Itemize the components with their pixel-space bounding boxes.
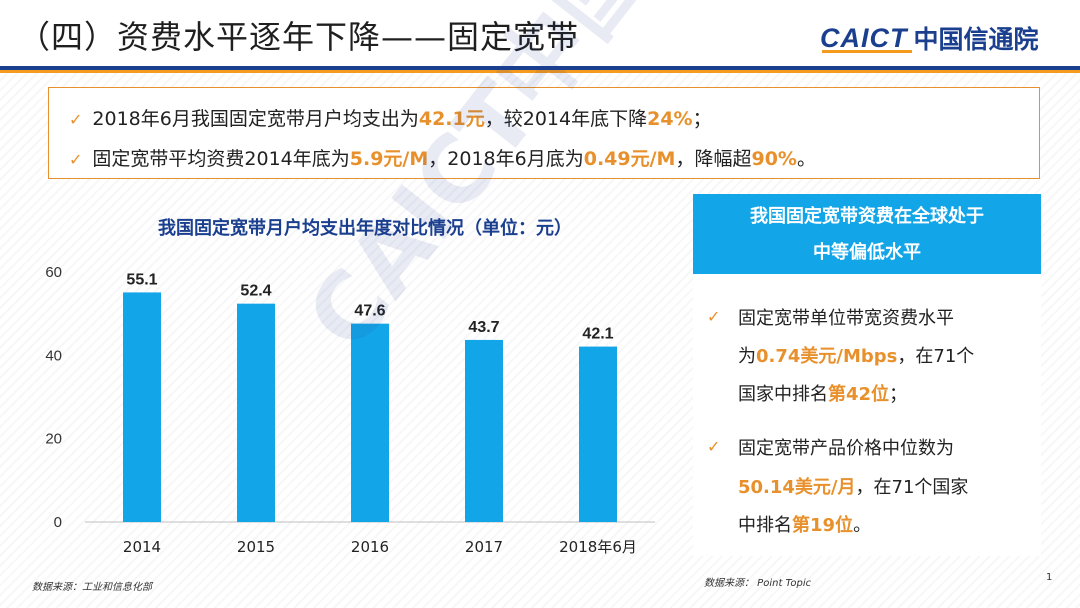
- x-tick-label: 2015: [237, 538, 275, 556]
- logo-text-cn: 中国信通院: [913, 25, 1039, 54]
- checkmark-icon: ✓: [69, 110, 83, 129]
- panel-text: 。: [853, 515, 872, 536]
- bar: [579, 346, 617, 522]
- x-tick-label: 2018年6月: [559, 538, 637, 556]
- x-tick-label: 2017: [465, 538, 503, 556]
- checkmark-icon: ✓: [69, 150, 83, 169]
- header-rule-orange: [0, 70, 1080, 73]
- data-label: 55.1: [126, 271, 157, 288]
- summary-box: ✓ 2018年6月我国固定宽带月户均支出为42.1元，较2014年底下降24%； …: [48, 87, 1040, 179]
- y-tick-label: 60: [45, 264, 62, 281]
- summary-text: ；: [692, 108, 712, 130]
- chart-title: 我国固定宽带月户均支出年度对比情况（单位：元）: [158, 218, 572, 239]
- bar: [123, 292, 161, 522]
- summary-text: 固定宽带平均资费2014年底为: [92, 148, 350, 170]
- panel-item-1-line-1: 固定宽带单位带宽资费水平: [738, 308, 954, 329]
- x-tick-label: 2016: [351, 538, 389, 556]
- source-note-right: 数据来源： Point Topic: [704, 578, 812, 589]
- source-note-left: 数据来源：工业和信息化部: [32, 582, 152, 593]
- summary-highlight: 42.1元: [418, 108, 485, 130]
- panel-text: ；: [889, 384, 908, 405]
- summary-text: 2018年6月我国固定宽带月户均支出为: [92, 108, 419, 130]
- summary-highlight: 0.49元/M: [583, 148, 676, 170]
- summary-text: 。: [796, 148, 816, 170]
- panel-heading-line-1: 我国固定宽带资费在全球处于: [750, 206, 984, 227]
- summary-highlight: 90%: [751, 148, 797, 170]
- bar-chart: 0 20 40 60 55.1 2014 52.4 2015 47.6 2016 43.7 2017…: [45, 264, 655, 556]
- summary-line-2: ✓ 固定宽带平均资费2014年底为5.9元/M，2018年6月底为0.49元/M，…: [69, 144, 816, 171]
- panel-item-2-line-2: 50.14美元/月，在71个国家: [738, 473, 968, 499]
- bar: [465, 339, 503, 522]
- logo-underline: [822, 50, 912, 53]
- page-title: （四）资费水平逐年下降——固定宽带: [18, 18, 580, 56]
- bar: [237, 303, 275, 522]
- summary-text: ，降幅超: [675, 148, 752, 170]
- bar: [351, 323, 389, 522]
- panel-heading-line-2: 中等偏低水平: [813, 242, 921, 263]
- panel-body: ✓ 固定宽带单位带宽资费水平 为0.74美元/Mbps，在71个 国家中排名第4…: [693, 274, 1041, 556]
- checkmark-icon: ✓: [707, 307, 721, 326]
- panel-highlight: 第42位: [828, 384, 890, 405]
- panel-text: ，在71个: [897, 346, 975, 367]
- panel-text: 中排名: [738, 515, 792, 536]
- y-tick-label: 0: [54, 514, 62, 531]
- data-label: 42.1: [582, 326, 613, 343]
- panel-highlight: 第19位: [792, 515, 854, 536]
- data-label: 52.4: [240, 283, 271, 300]
- panel-item-2-line-1: 固定宽带产品价格中位数为: [738, 438, 954, 459]
- caict-logo: CAICT 中国信通院: [820, 20, 1039, 60]
- x-tick-label: 2014: [123, 538, 161, 556]
- panel-text: 国家中排名: [738, 384, 828, 405]
- panel-heading: 我国固定宽带资费在全球处于 中等偏低水平: [693, 194, 1041, 274]
- page-number: 1: [1046, 572, 1053, 583]
- panel-item-1-line-3: 国家中排名第42位；: [738, 380, 907, 406]
- panel-highlight: 0.74美元/Mbps: [756, 346, 898, 367]
- summary-highlight: 5.9元/M: [349, 148, 429, 170]
- panel-item-1-line-2: 为0.74美元/Mbps，在71个: [738, 342, 974, 368]
- panel-text: 为: [738, 346, 756, 367]
- summary-highlight: 24%: [647, 108, 693, 130]
- y-tick-label: 40: [45, 347, 62, 364]
- header-rule-blue: [0, 66, 1080, 70]
- data-label: 43.7: [468, 319, 499, 336]
- summary-text: ，较2014年底下降: [484, 108, 648, 130]
- data-label: 47.6: [354, 303, 385, 320]
- checkmark-icon: ✓: [707, 437, 721, 456]
- summary-line-1: ✓ 2018年6月我国固定宽带月户均支出为42.1元，较2014年底下降24%；: [69, 104, 712, 131]
- panel-item-2-line-3: 中排名第19位。: [738, 511, 871, 537]
- y-tick-label: 20: [45, 431, 62, 448]
- summary-text: ，2018年6月底为: [428, 148, 584, 170]
- panel-highlight: 50.14美元/月: [738, 477, 856, 498]
- header: （四）资费水平逐年下降——固定宽带: [0, 0, 1080, 66]
- logo-text-en: CAICT: [820, 22, 908, 53]
- panel-text: ，在71个国家: [855, 477, 969, 498]
